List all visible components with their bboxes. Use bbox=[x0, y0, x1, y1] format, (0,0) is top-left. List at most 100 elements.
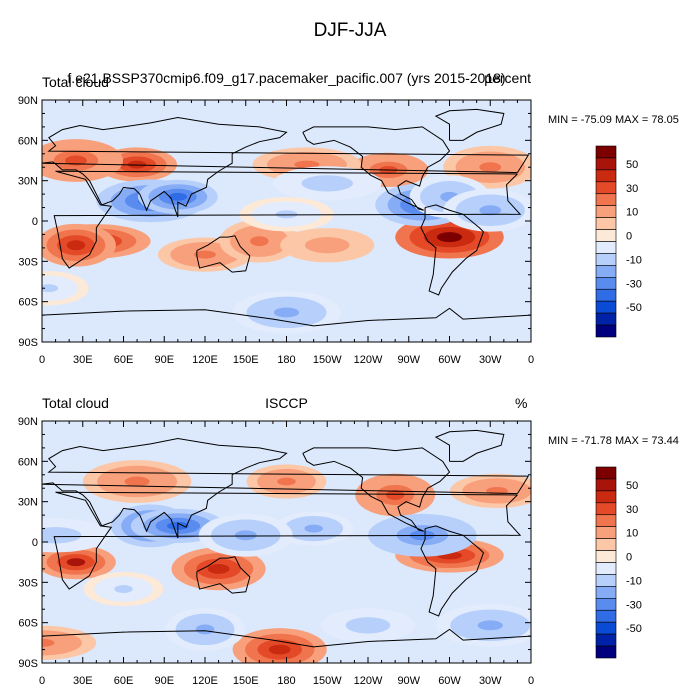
colorbar-swatch bbox=[595, 490, 617, 504]
x-tick-label: 120E bbox=[192, 675, 218, 687]
coastline bbox=[42, 628, 531, 663]
colorbar-label: 30 bbox=[626, 183, 638, 195]
y-tick-label: 30N bbox=[18, 497, 38, 509]
field-blob bbox=[479, 205, 502, 216]
panel1-left-title: Total cloud bbox=[42, 74, 109, 90]
x-tick-label: 90W bbox=[397, 354, 420, 366]
coastline bbox=[420, 204, 485, 296]
x-tick-label: 90E bbox=[154, 675, 174, 687]
field-blob bbox=[195, 624, 215, 635]
colorbar-swatch bbox=[595, 609, 617, 623]
field-blob bbox=[357, 621, 379, 630]
coastline bbox=[53, 491, 522, 590]
field-blob bbox=[316, 241, 339, 250]
x-tick-label: 0 bbox=[528, 675, 534, 687]
y-tick-label: 60S bbox=[18, 297, 38, 309]
x-tick-label: 180 bbox=[277, 354, 295, 366]
panel2-stats: MIN = -71.78 MAX = 73.44 bbox=[548, 435, 679, 447]
y-tick-label: 0 bbox=[32, 216, 38, 228]
panel2-map: 0 30E 60E 90E 120E 150E 180 150W 120W 90W 60W 30W 09… bbox=[18, 416, 642, 687]
colorbar-swatch bbox=[595, 193, 617, 206]
x-tick-label: 30W bbox=[479, 675, 502, 687]
colorbar-label: 50 bbox=[626, 159, 638, 171]
y-tick-label: 60N bbox=[18, 135, 38, 147]
field-blob bbox=[250, 236, 269, 247]
coastline bbox=[434, 429, 505, 462]
field-blob bbox=[127, 160, 147, 169]
field-blob bbox=[66, 240, 86, 251]
colorbar-swatch bbox=[595, 550, 617, 563]
field-blob bbox=[207, 563, 230, 574]
colorbar-swatch bbox=[595, 265, 617, 278]
x-tick-label: 120W bbox=[354, 354, 383, 366]
x-tick-label: 180 bbox=[277, 675, 295, 687]
field-blob bbox=[479, 162, 502, 173]
colorbar-swatch bbox=[595, 562, 617, 575]
x-tick-label: 60W bbox=[438, 675, 461, 687]
colorbar-swatch bbox=[595, 633, 617, 647]
colorbar-swatch bbox=[595, 466, 617, 480]
x-tick-label: 60E bbox=[114, 675, 134, 687]
field-blob bbox=[43, 531, 69, 540]
x-tick-label: 90E bbox=[154, 354, 174, 366]
colorbar-swatch bbox=[595, 598, 617, 611]
field-blob bbox=[114, 585, 133, 594]
x-tick-label: 0 bbox=[528, 354, 534, 366]
x-tick-label: 120E bbox=[192, 354, 218, 366]
colorbar-label: 10 bbox=[626, 207, 638, 219]
map-field bbox=[42, 100, 531, 342]
colorbar-swatch bbox=[595, 157, 617, 171]
field-blob bbox=[66, 558, 86, 567]
coastline bbox=[302, 447, 451, 532]
colorbar-label: -10 bbox=[626, 575, 642, 587]
field-blob bbox=[314, 179, 340, 188]
field-blob bbox=[194, 250, 216, 259]
colorbar-label: 50 bbox=[626, 480, 638, 492]
colorbar-swatch bbox=[595, 324, 617, 338]
coastline bbox=[42, 437, 530, 539]
colorbar-swatch bbox=[595, 645, 617, 659]
colorbar-label: 0 bbox=[626, 552, 632, 564]
colorbar-swatch bbox=[595, 181, 617, 195]
field-blob bbox=[385, 489, 405, 500]
panel1-right-title: percent bbox=[484, 70, 531, 86]
y-tick-label: 30S bbox=[18, 256, 38, 268]
field-blob bbox=[304, 524, 323, 533]
colorbar-swatch bbox=[595, 229, 617, 242]
colorbar-swatch bbox=[595, 253, 617, 266]
panel-isccp: Total cloud ISCCP % MIN = -71.78 MAX = 7… bbox=[0, 321, 700, 700]
x-tick-label: 90W bbox=[397, 675, 420, 687]
y-tick-label: 90N bbox=[18, 416, 38, 428]
x-tick-label: 150E bbox=[233, 354, 259, 366]
x-tick-label: 0 bbox=[39, 675, 45, 687]
field-blob bbox=[273, 307, 300, 318]
colorbar-label: -30 bbox=[626, 278, 642, 290]
colorbar-swatch bbox=[595, 217, 617, 230]
field-blob bbox=[42, 284, 59, 293]
colorbar-swatch bbox=[595, 145, 617, 159]
x-tick-label: 30E bbox=[73, 675, 93, 687]
coastline bbox=[42, 116, 530, 218]
panel-model: Total cloud f.e21.BSSP370cmip6.f09_g17.p… bbox=[18, 70, 679, 366]
field-blob bbox=[477, 620, 503, 631]
coastline bbox=[420, 525, 485, 617]
x-tick-label: 150W bbox=[313, 354, 342, 366]
panel1-center-title: f.e21.BSSP370cmip6.f09_g17.pacemaker_pac… bbox=[67, 70, 506, 86]
panel2-left-title: Total cloud bbox=[42, 395, 109, 411]
x-tick-label: 0 bbox=[39, 354, 45, 366]
field-blob bbox=[436, 232, 463, 243]
colorbar-swatch bbox=[595, 300, 617, 314]
field-blob bbox=[168, 192, 188, 201]
y-tick-label: 30N bbox=[18, 176, 38, 188]
field-blob bbox=[42, 638, 55, 647]
y-tick-label: 0 bbox=[32, 537, 38, 549]
coastline bbox=[42, 307, 531, 342]
colorbar-swatch bbox=[595, 205, 617, 218]
field-blob bbox=[42, 634, 68, 651]
colorbar-swatch bbox=[595, 574, 617, 587]
field-blob bbox=[294, 160, 320, 169]
y-tick-label: 30S bbox=[18, 577, 38, 589]
colorbar-swatch bbox=[595, 538, 617, 551]
field-blob bbox=[275, 210, 298, 219]
panel1-stats: MIN = -75.09 MAX = 78.05 bbox=[548, 114, 679, 126]
